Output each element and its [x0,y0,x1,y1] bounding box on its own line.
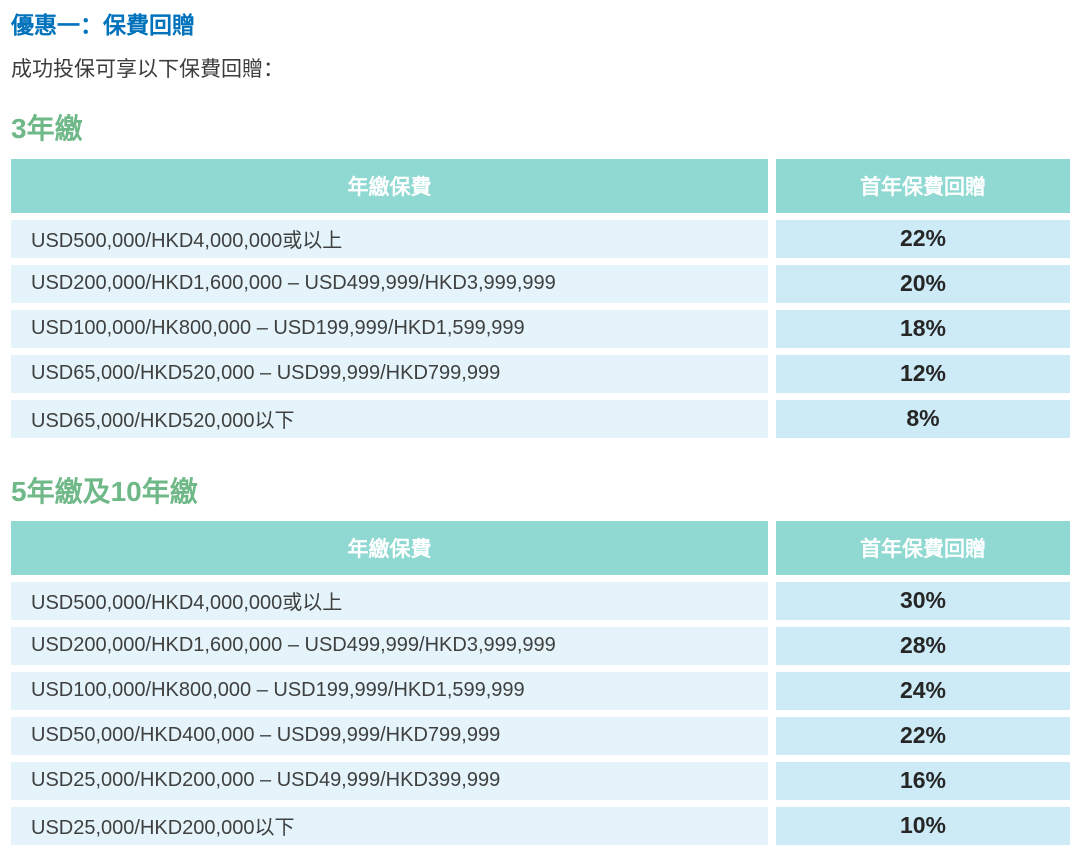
rebate-percent-cell: 16% [776,761,1070,800]
premium-range-cell: USD25,000/HKD200,000以下 [11,806,768,845]
table-row: USD500,000/HKD4,000,000或以上 30% [11,581,1070,620]
rebate-percent-cell: 24% [776,671,1070,710]
rebate-percent-cell: 22% [776,219,1070,258]
rebate-sections: 3年繳 年繳保費 首年保費回贈 USD500,000/HKD4,000,000或以上 2… [11,113,1070,845]
premium-range-cell: USD200,000/HKD1,600,000 – USD499,999/HKD… [11,626,768,665]
premium-range-cell: USD500,000/HKD4,000,000或以上 [11,581,768,620]
rebate-percent-cell: 30% [776,581,1070,620]
table-row: USD100,000/HK800,000 – USD199,999/HKD1,5… [11,671,1070,710]
table-row: USD25,000/HKD200,000以下 10% [11,806,1070,845]
section-heading: 3年繳 [11,113,83,145]
rebate-table: 年繳保費 首年保費回贈 USD500,000/HKD4,000,000或以上 30% U… [11,520,1070,845]
premium-range-cell: USD25,000/HKD200,000 – USD49,999/HKD399,… [11,761,768,800]
table-row: USD200,000/HKD1,600,000 – USD499,999/HKD… [11,626,1070,665]
rebate-percent-cell: 28% [776,626,1070,665]
table-row: USD65,000/HKD520,000 – USD99,999/HKD799,… [11,354,1070,393]
premium-range-cell: USD100,000/HK800,000 – USD199,999/HKD1,5… [11,671,768,710]
column-header-premium: 年繳保費 [11,520,768,575]
premium-range-cell: USD65,000/HKD520,000 – USD99,999/HKD799,… [11,354,768,393]
page-title: 優惠一：保費回贈 [11,12,195,38]
table-header-row: 年繳保費 首年保費回贈 [11,520,1070,575]
table-row: USD25,000/HKD200,000 – USD49,999/HKD399,… [11,761,1070,800]
premium-range-cell: USD200,000/HKD1,600,000 – USD499,999/HKD… [11,264,768,303]
table-row: USD50,000/HKD400,000 – USD99,999/HKD799,… [11,716,1070,755]
table-row: USD65,000/HKD520,000以下 8% [11,399,1070,438]
rebate-percent-cell: 8% [776,399,1070,438]
premium-range-cell: USD100,000/HK800,000 – USD199,999/HKD1,5… [11,309,768,348]
rebate-percent-cell: 12% [776,354,1070,393]
rebate-percent-cell: 10% [776,806,1070,845]
table-header-row: 年繳保費 首年保費回贈 [11,158,1070,213]
premium-range-cell: USD65,000/HKD520,000以下 [11,399,768,438]
section-heading: 5年繳及10年繳 [11,475,198,507]
rebate-table: 年繳保費 首年保費回贈 USD500,000/HKD4,000,000或以上 22% U… [11,158,1070,438]
rebate-percent-cell: 20% [776,264,1070,303]
premium-range-cell: USD500,000/HKD4,000,000或以上 [11,219,768,258]
column-header-premium: 年繳保費 [11,158,768,213]
rebate-percent-cell: 18% [776,309,1070,348]
premium-range-cell: USD50,000/HKD400,000 – USD99,999/HKD799,… [11,716,768,755]
rebate-percent-cell: 22% [776,716,1070,755]
column-header-rebate: 首年保費回贈 [776,158,1070,213]
page-subtitle: 成功投保可享以下保費回贈： [11,58,284,82]
table-row: USD200,000/HKD1,600,000 – USD499,999/HKD… [11,264,1070,303]
table-row: USD100,000/HK800,000 – USD199,999/HKD1,5… [11,309,1070,348]
table-row: USD500,000/HKD4,000,000或以上 22% [11,219,1070,258]
column-header-rebate: 首年保費回贈 [776,520,1070,575]
